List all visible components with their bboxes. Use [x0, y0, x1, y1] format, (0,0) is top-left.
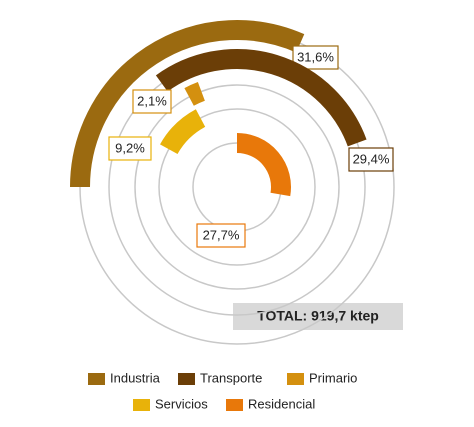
label-box — [292, 45, 339, 70]
value-label: 29,4% — [353, 151, 390, 166]
track — [134, 84, 340, 290]
legend-swatch — [178, 373, 195, 385]
total: TOTAL: 919,7 ktep — [257, 308, 379, 324]
arc — [236, 133, 291, 197]
legend-label: Servicios — [155, 396, 208, 411]
legend-swatch — [226, 399, 243, 411]
label-box — [132, 89, 172, 114]
legend-swatch — [133, 399, 150, 411]
legend-label: Transporte — [200, 370, 262, 385]
arc — [70, 20, 305, 188]
legend-swatch — [88, 373, 105, 385]
value-label: 2,1% — [137, 93, 167, 108]
label-box — [348, 147, 394, 172]
arc — [155, 49, 367, 147]
legend-label: Industria — [110, 370, 161, 385]
label-box — [196, 223, 246, 248]
value-label: 31,6% — [297, 49, 334, 64]
arc — [184, 82, 206, 106]
track — [158, 108, 316, 266]
label-box — [108, 136, 152, 161]
value-label: 9,2% — [115, 140, 145, 155]
legend-label: Residencial — [248, 396, 315, 411]
legend-swatch — [287, 373, 304, 385]
arc — [160, 109, 206, 155]
legend-label: Primario — [309, 370, 357, 385]
total-box — [233, 303, 403, 330]
value-label: 27,7% — [203, 227, 240, 242]
